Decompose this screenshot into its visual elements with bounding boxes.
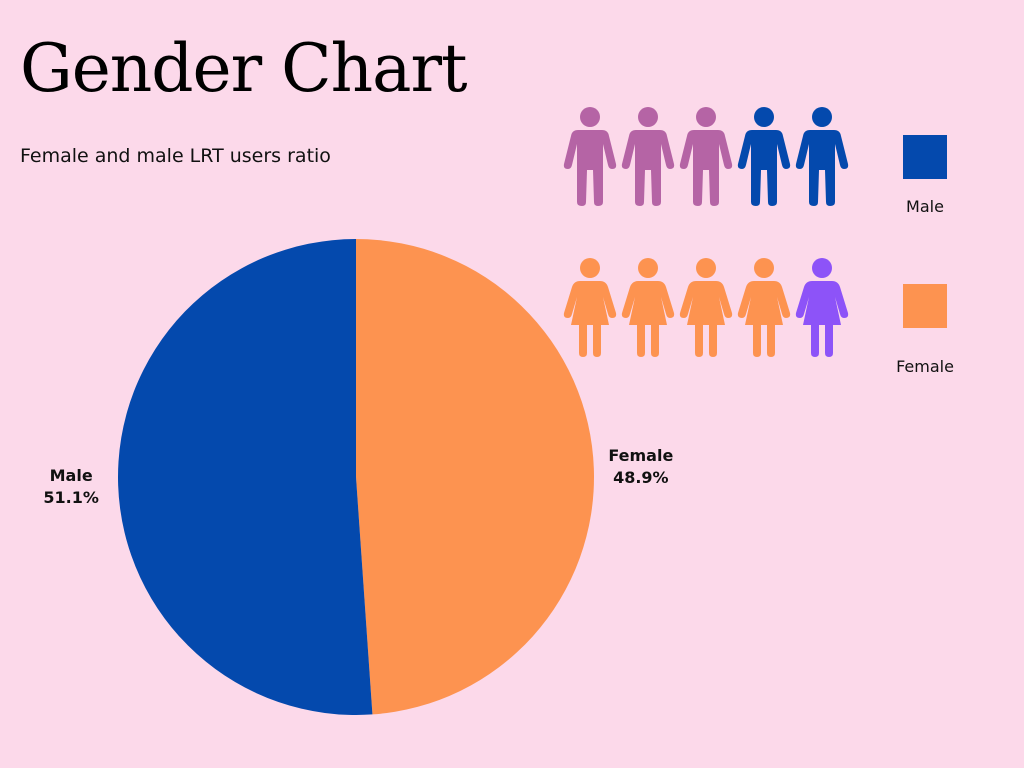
legend-swatch-female [903, 284, 947, 328]
woman-icon [737, 257, 791, 357]
legend-label-male: Male [906, 197, 944, 216]
man-icon [737, 106, 791, 206]
slice-value-male: 51.1% [43, 488, 99, 507]
man-icon [679, 106, 733, 206]
pie-slice-female [356, 239, 595, 715]
man-icon [621, 106, 675, 206]
man-icon [563, 106, 617, 206]
slice-label-male: Male [50, 466, 93, 485]
slice-label-female: Female [608, 446, 673, 465]
female-pictogram-row [563, 257, 849, 357]
legend-label-female: Female [896, 357, 954, 376]
woman-icon [621, 257, 675, 357]
woman-icon [795, 257, 849, 357]
page-title: Gender Chart [20, 30, 468, 107]
slice-value-female: 48.9% [613, 468, 669, 487]
legend-swatch-male [903, 135, 947, 179]
male-pictogram-row [563, 106, 849, 206]
woman-icon [679, 257, 733, 357]
woman-icon [563, 257, 617, 357]
man-icon [795, 106, 849, 206]
pie-slice-male [118, 239, 373, 715]
page-subtitle: Female and male LRT users ratio [20, 145, 331, 167]
